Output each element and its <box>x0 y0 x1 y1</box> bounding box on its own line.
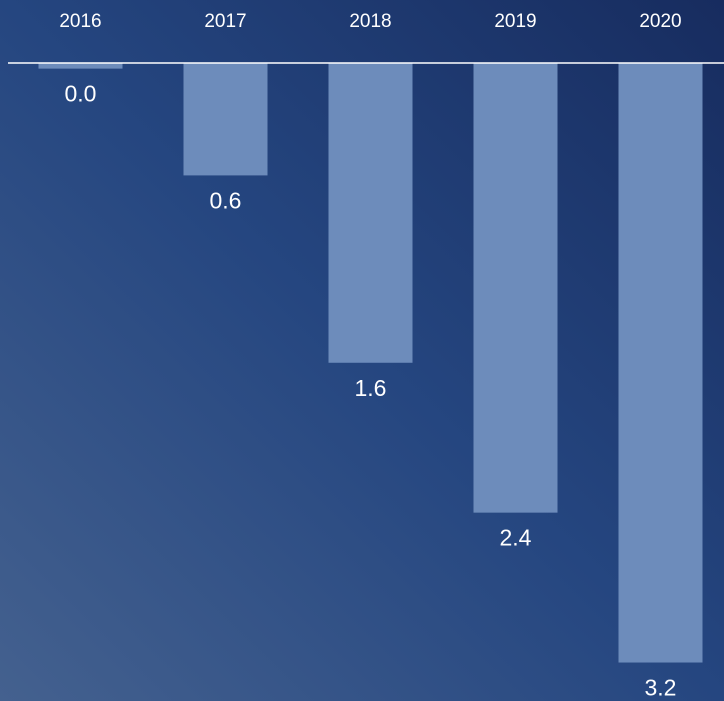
value-label: 2.4 <box>500 525 532 551</box>
bar <box>618 63 703 663</box>
x-tick-label: 2018 <box>349 11 391 32</box>
x-tick-label: 2020 <box>639 11 681 32</box>
x-tick-label: 2017 <box>204 11 246 32</box>
bar <box>38 63 123 69</box>
x-tick-label: 2019 <box>494 11 536 32</box>
bar <box>473 63 558 513</box>
value-label: 0.0 <box>65 81 97 107</box>
bar <box>183 63 268 176</box>
x-tick-label: 2016 <box>59 11 101 32</box>
value-label: 0.6 <box>210 187 242 213</box>
bar <box>328 63 413 363</box>
value-label: 3.2 <box>645 675 677 701</box>
value-label: 1.6 <box>355 375 387 401</box>
